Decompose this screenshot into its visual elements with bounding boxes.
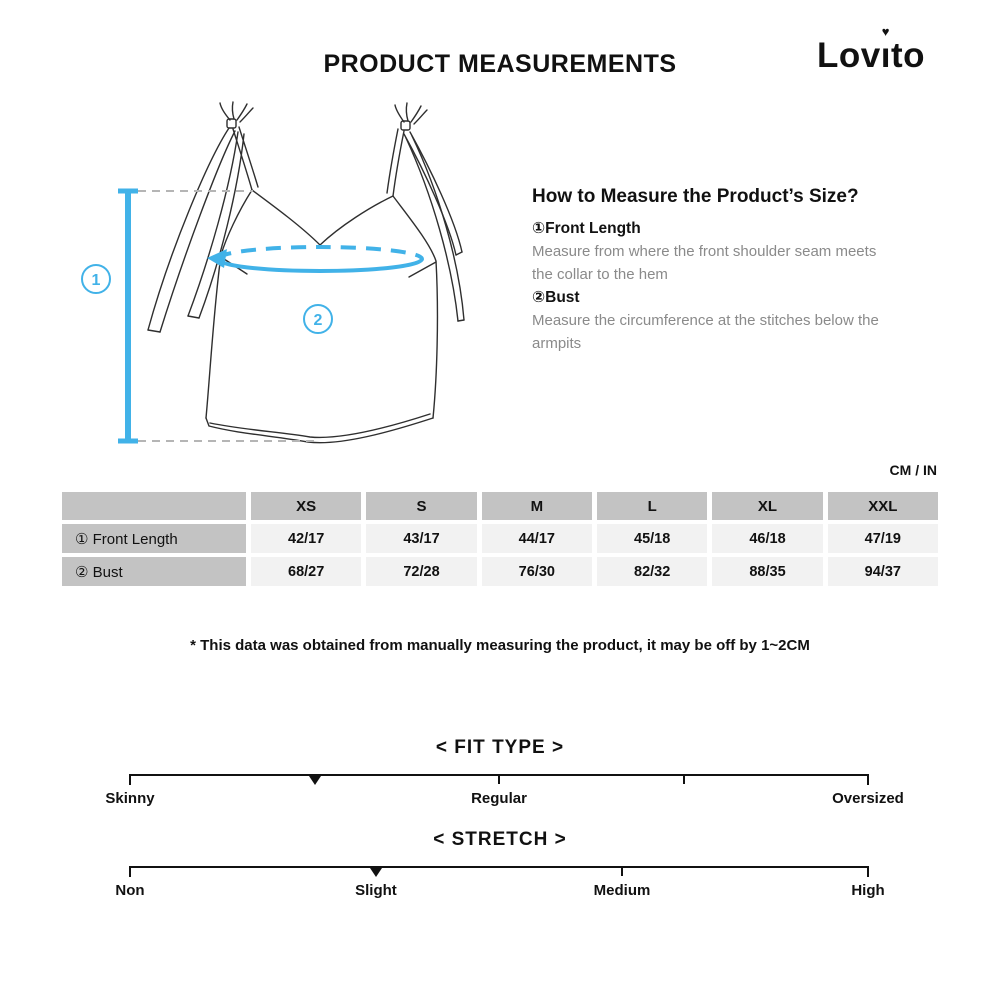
measure-item-name: ②Bust (532, 286, 942, 309)
scale: < STRETCH > Non Slight Medium High (0, 829, 1000, 902)
scale-end-tick (867, 774, 869, 785)
diagram-label-2: 2 (303, 304, 333, 334)
scale: < FIT TYPE > Skinny Regular Oversized (0, 737, 1000, 810)
scale-label: Oversized (832, 790, 904, 807)
table-cell: 46/18 (712, 524, 823, 553)
item-label: Front Length (545, 220, 641, 237)
page-title: PRODUCT MEASUREMENTS (323, 50, 677, 78)
how-to-item-front-length: ①Front Length Measure from where the fro… (532, 217, 942, 286)
table-row-label: ① Front Length (62, 524, 246, 553)
logo-text-left: Lov (816, 36, 881, 75)
item-number: ② (532, 289, 546, 306)
scale-labels: Skinny Regular Oversized (105, 790, 903, 810)
scale-line (129, 774, 869, 785)
svg-text:1: 1 (92, 272, 101, 289)
measure-item-desc: Measure from where the front shoulder se… (532, 243, 877, 283)
measure-arrow-icon (207, 249, 227, 268)
diagram-label-1: 1 (81, 264, 111, 294)
table-cell: 72/28 (366, 557, 477, 586)
table-header-cell: S (366, 492, 477, 520)
scale-tick (682, 774, 685, 784)
table-cell: 76/30 (481, 557, 592, 586)
table-cell: 43/17 (366, 524, 477, 553)
table-cell: 88/35 (712, 557, 823, 586)
scale-label: Slight (355, 882, 397, 899)
scale-end-tick (129, 866, 131, 877)
scale-marker-icon (308, 776, 321, 785)
scale-label: Medium (593, 882, 651, 899)
scale-tick (498, 774, 500, 784)
table-row-label: ② Bust (62, 557, 246, 586)
scale-labels: Non Slight Medium High (115, 882, 884, 902)
table-cell: 47/19 (827, 524, 938, 553)
how-to-title: How to Measure the Product’s Size? (532, 186, 859, 207)
logo-text-right: to (890, 36, 925, 75)
scale-end-tick (129, 774, 131, 785)
scale-title: < FIT TYPE > (435, 737, 565, 758)
unit-label: CM / IN (889, 462, 937, 478)
scale-label: High (851, 882, 885, 899)
size-table: XS S M L XL XXL ① Front Length 42/17 43/17 44/17 4… (62, 492, 938, 586)
scale-label: Skinny (105, 790, 155, 807)
camisole-outline (205, 189, 439, 444)
item-number: ① (532, 220, 546, 237)
brand-logo: Lovı ♥ to (816, 24, 925, 76)
table-header-cell: XS (251, 492, 362, 520)
right-strap-bow (386, 102, 465, 322)
how-to-measure-section: How to Measure the Product’s Size? ①Fron… (532, 186, 942, 355)
scale-label: Non (115, 882, 145, 899)
scale-label: Regular (471, 790, 527, 807)
heart-icon: ♥ (881, 24, 890, 39)
table-cell: 45/18 (597, 524, 708, 553)
logo-letter-i: ı ♥ (880, 24, 891, 76)
logo-dotless-i: ı (880, 36, 891, 75)
table-header-cell: XXL (827, 492, 938, 520)
scale-line (129, 866, 869, 877)
item-label: Bust (545, 289, 580, 306)
table-cell: 68/27 (251, 557, 362, 586)
table-cell: 94/37 (827, 557, 938, 586)
table-cell: 82/32 (597, 557, 708, 586)
scale-end-tick (867, 866, 869, 877)
front-length-measure-bar (118, 188, 318, 444)
measure-item-desc: Measure the circumference at the stitche… (532, 312, 879, 352)
table-corner-cell (62, 492, 246, 520)
scale-tick (621, 866, 624, 876)
scale-title: < STRETCH > (433, 829, 567, 850)
scale-marker-icon (369, 868, 382, 877)
table-cell: 44/17 (481, 524, 592, 553)
measure-item-name: ①Front Length (532, 217, 942, 240)
svg-text:2: 2 (314, 312, 323, 329)
bust-measure-ellipse (207, 245, 424, 273)
how-to-item-bust: ②Bust Measure the circumference at the s… (532, 286, 942, 355)
disclaimer-note: * This data was obtained from manually m… (190, 637, 810, 654)
left-strap-bow (147, 101, 259, 333)
table-cell: 42/17 (251, 524, 362, 553)
garment-measurement-diagram: 1 2 (81, 101, 465, 444)
table-header-cell: XL (712, 492, 823, 520)
table-header-cell: M (481, 492, 592, 520)
table-header-cell: L (597, 492, 708, 520)
